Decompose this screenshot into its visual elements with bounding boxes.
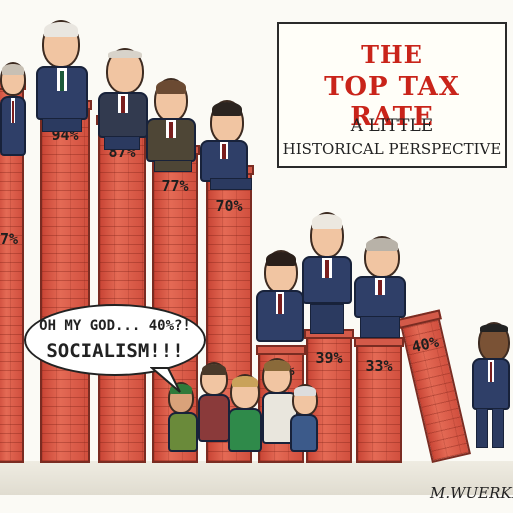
tax-rate-label: 70% [215, 197, 243, 215]
speech-bubble-tail [150, 367, 181, 393]
figure-seated-7 [302, 212, 352, 334]
title-line-2: TOP TAX RATE [324, 72, 460, 132]
tax-rate-label: 7% [0, 230, 19, 248]
tax-rate-label: 40% [409, 332, 441, 357]
tax-column-8: 33% [354, 337, 404, 463]
crowd-group [168, 352, 318, 462]
subtitle-line-1: A LITTLE [350, 116, 434, 136]
tax-rate-label: 77% [161, 177, 189, 195]
title-line-1: THE [361, 40, 423, 69]
figure-seated-8 [354, 236, 406, 346]
ground [0, 461, 513, 495]
tax-column-2: 94% [38, 100, 92, 463]
tax-column-3: 87% [96, 115, 148, 463]
figure-seated-6 [256, 250, 304, 350]
figure-seated-1 [0, 62, 26, 182]
speech-bubble: OH MY GOD... 40%?! SOCIALISM!!! [24, 304, 206, 376]
figure-seated-3 [98, 48, 148, 158]
title-card: THE TOP TAX RATE A LITTLE HISTORICAL PER… [277, 22, 507, 168]
figure-seated-4 [146, 78, 198, 178]
artist-signature: M.WUERKER [430, 484, 513, 502]
figure-seated-2 [36, 20, 94, 150]
tax-rate-label: 39% [315, 349, 343, 367]
tax-rate-label: 33% [365, 357, 393, 375]
figure-seated-5 [200, 100, 256, 196]
speech-line-2: SOCIALISM!!! [46, 340, 184, 362]
figure-pushing-column [470, 322, 513, 452]
subtitle-line-2: HISTORICAL PERSPECTIVE [282, 140, 502, 158]
tax-column-9: 40% [396, 309, 471, 463]
speech-line-1: OH MY GOD... 40%?! [39, 318, 191, 334]
